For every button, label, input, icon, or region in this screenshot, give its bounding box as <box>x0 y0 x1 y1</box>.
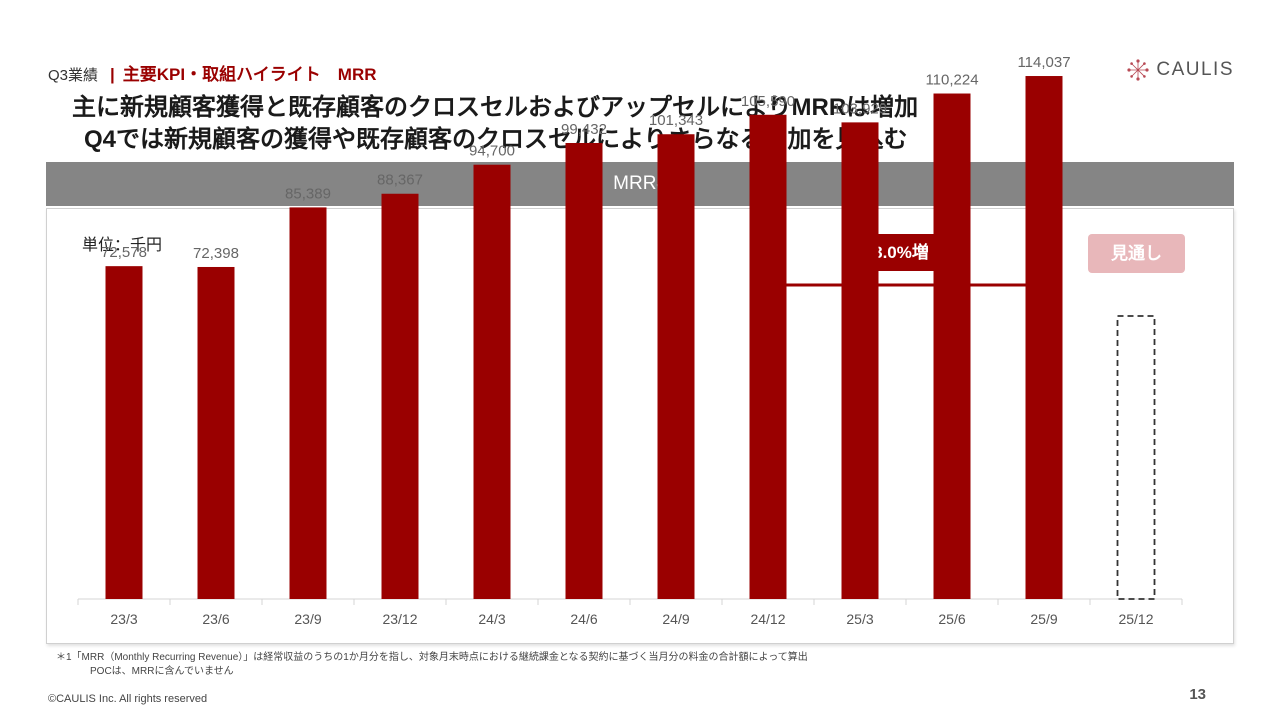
x-tick-label: 25/12 <box>1118 611 1153 627</box>
bar-value-label: 103,929 <box>833 100 887 117</box>
logo-text: CAULIS <box>1156 59 1234 80</box>
bar-value-label: 99,432 <box>561 121 607 138</box>
footnote-line-1: ＊1「MRR（Monthly Recurring Revenue）」は経常収益の… <box>56 652 808 663</box>
x-tick-label: 24/9 <box>662 611 689 627</box>
bar-value-label: 88,367 <box>377 172 423 189</box>
bar-value-label: 101,343 <box>649 112 703 129</box>
x-tick-label: 24/6 <box>570 611 597 627</box>
bar <box>565 143 603 599</box>
x-tick-label: 23/3 <box>110 611 137 627</box>
bar-value-label: 114,037 <box>1017 54 1070 71</box>
bar-value-label: 85,389 <box>285 185 331 202</box>
bar <box>289 207 327 599</box>
bar <box>381 193 419 599</box>
copyright: ©CAULIS Inc. All rights reserved <box>48 693 208 705</box>
bar-value-label: 110,224 <box>925 72 978 89</box>
x-tick-label: 25/6 <box>938 611 965 627</box>
bar-value-label: 105,590 <box>741 93 795 110</box>
bar-value-label: 72,578 <box>101 244 147 261</box>
x-tick-label: 24/3 <box>478 611 505 627</box>
bar-value-label: 94,700 <box>469 143 515 160</box>
growth-bracket <box>766 283 1046 303</box>
footnote: ＊1「MRR（Monthly Recurring Revenue）」は経常収益の… <box>56 651 808 679</box>
x-tick-label: 24/12 <box>750 611 785 627</box>
bar <box>105 266 143 599</box>
forecast-bar-outline <box>1116 315 1156 600</box>
bar <box>933 93 971 600</box>
growth-arrowhead <box>1038 298 1050 310</box>
x-tick-label: 23/9 <box>294 611 321 627</box>
unit-label: 単位：千円 <box>82 237 163 254</box>
bar <box>1025 76 1063 600</box>
footnote-line-2: POCは、MRRに含んでいません <box>90 666 234 677</box>
bar-value-label: 72,398 <box>193 245 239 262</box>
forecast-badge: 見通し <box>1088 234 1185 273</box>
x-tick-label: 23/6 <box>202 611 229 627</box>
bar <box>657 134 695 599</box>
bar <box>197 266 235 599</box>
company-logo: CAULIS <box>1126 58 1234 82</box>
breadcrumb-separator: | <box>110 65 115 84</box>
page-number: 13 <box>1189 686 1206 703</box>
section-title: 主要KPI・取組ハイライト MRR <box>122 65 377 84</box>
bar <box>749 114 787 600</box>
bar <box>841 122 879 600</box>
chart-title: MRR <box>613 173 657 194</box>
logo-mark-icon <box>1127 59 1149 81</box>
breadcrumb-prefix: Q3業績 <box>48 67 99 84</box>
x-tick-label: 25/3 <box>846 611 873 627</box>
x-tick-label: 23/12 <box>382 611 417 627</box>
bar <box>473 164 511 599</box>
x-tick-label: 25/9 <box>1030 611 1057 627</box>
breadcrumb: Q3業績 | 主要KPI・取組ハイライト MRR <box>48 60 377 85</box>
